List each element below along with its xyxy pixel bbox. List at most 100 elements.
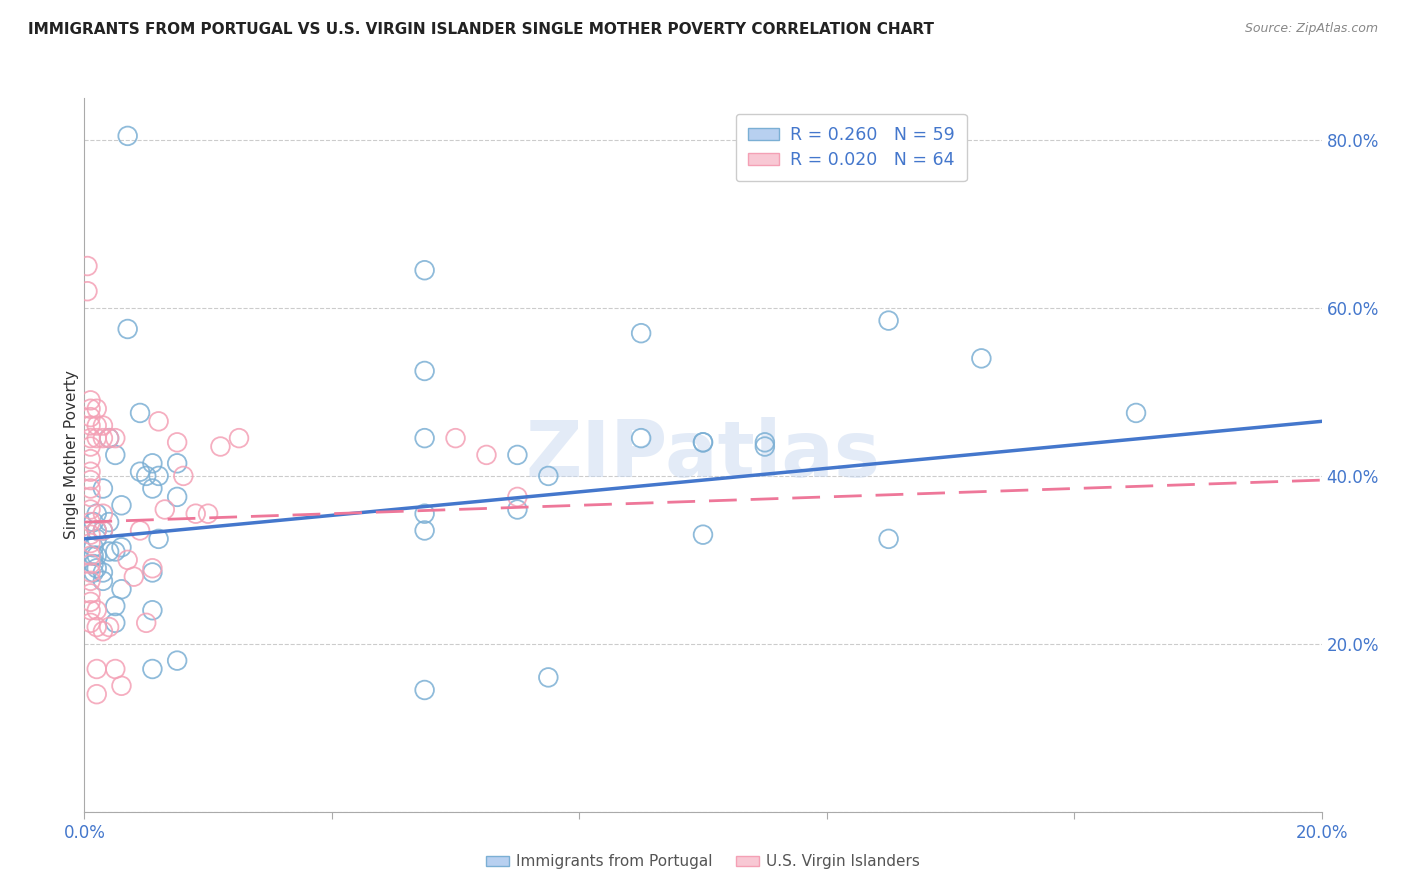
Point [79, 603, 101, 617]
Point [79, 502, 101, 516]
Point [83, 557, 105, 571]
Point [86, 561, 108, 575]
Point [76, 259, 98, 273]
Text: ZIPatlas: ZIPatlas [526, 417, 880, 493]
Point [86, 524, 108, 538]
Point [506, 448, 529, 462]
Point [630, 431, 652, 445]
Point [877, 532, 900, 546]
Point [877, 313, 900, 327]
Point [1125, 406, 1147, 420]
Point [79, 566, 101, 580]
Point [166, 490, 188, 504]
Point [754, 440, 776, 454]
Point [91, 566, 114, 580]
Point [506, 490, 529, 504]
Point [86, 431, 108, 445]
Point [117, 322, 139, 336]
Point [79, 557, 101, 571]
Point [129, 524, 152, 538]
Point [76, 284, 98, 298]
Point [98, 620, 121, 634]
Point [86, 507, 108, 521]
Point [98, 431, 121, 445]
Point [413, 364, 436, 378]
Point [153, 502, 176, 516]
Point [83, 549, 105, 563]
Point [91, 574, 114, 588]
Point [117, 553, 139, 567]
Point [129, 465, 152, 479]
Point [413, 524, 436, 538]
Point [475, 448, 498, 462]
Point [91, 482, 114, 496]
Point [98, 515, 121, 529]
Point [104, 448, 127, 462]
Point [104, 662, 127, 676]
Point [79, 418, 101, 433]
Point [86, 418, 108, 433]
Point [413, 431, 436, 445]
Point [86, 662, 108, 676]
Point [135, 469, 157, 483]
Point [79, 401, 101, 416]
Point [104, 599, 127, 613]
Point [83, 566, 105, 580]
Point [166, 435, 188, 450]
Point [86, 549, 108, 563]
Point [91, 431, 114, 445]
Text: Source: ZipAtlas.com: Source: ZipAtlas.com [1244, 22, 1378, 36]
Point [79, 515, 101, 529]
Point [122, 569, 145, 583]
Point [79, 393, 101, 408]
Point [135, 615, 157, 630]
Point [537, 469, 560, 483]
Point [91, 418, 114, 433]
Point [91, 624, 114, 639]
Point [79, 410, 101, 425]
Point [141, 662, 163, 676]
Point [79, 574, 101, 588]
Point [228, 431, 250, 445]
Point [444, 431, 467, 445]
Point [110, 582, 132, 597]
Point [506, 502, 529, 516]
Text: IMMIGRANTS FROM PORTUGAL VS U.S. VIRGIN ISLANDER SINGLE MOTHER POVERTY CORRELATI: IMMIGRANTS FROM PORTUGAL VS U.S. VIRGIN … [28, 22, 934, 37]
Point [86, 687, 108, 701]
Point [79, 595, 101, 609]
Point [104, 615, 127, 630]
Point [79, 536, 101, 550]
Point [141, 566, 163, 580]
Point [79, 527, 101, 541]
Point [91, 524, 114, 538]
Point [141, 603, 163, 617]
Point [91, 507, 114, 521]
Point [141, 561, 163, 575]
Point [104, 431, 127, 445]
Point [148, 414, 170, 428]
Point [98, 431, 121, 445]
Point [166, 654, 188, 668]
Point [79, 586, 101, 600]
Y-axis label: Single Mother Poverty: Single Mother Poverty [63, 370, 79, 540]
Point [209, 440, 232, 454]
Point [413, 507, 436, 521]
Point [692, 527, 714, 541]
Point [630, 326, 652, 341]
Point [79, 490, 101, 504]
Point [86, 620, 108, 634]
Point [86, 532, 108, 546]
Point [413, 263, 436, 277]
Point [110, 498, 132, 512]
Point [413, 683, 436, 698]
Point [184, 507, 207, 521]
Point [970, 351, 993, 366]
Point [692, 435, 714, 450]
Point [110, 679, 132, 693]
Legend: Immigrants from Portugal, U.S. Virgin Islanders: Immigrants from Portugal, U.S. Virgin Is… [479, 848, 927, 875]
Point [98, 544, 121, 558]
Point [86, 603, 108, 617]
Point [79, 549, 101, 563]
Point [83, 541, 105, 555]
Point [79, 431, 101, 445]
